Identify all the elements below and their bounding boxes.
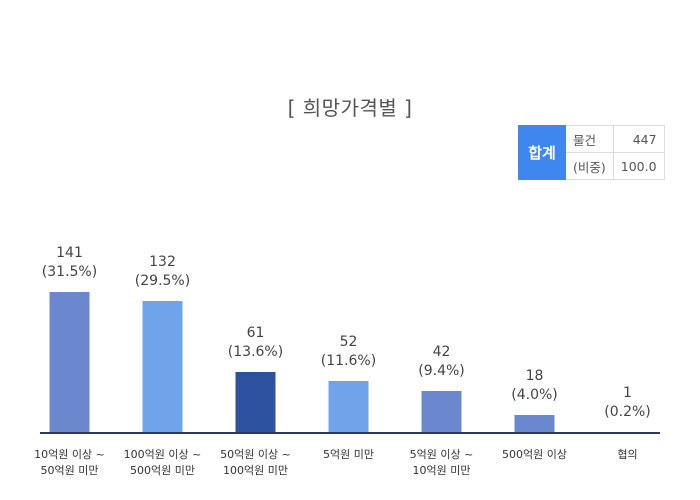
category-label: 10억원 이상 ~50억원 미만: [34, 448, 105, 477]
bar: [235, 372, 276, 433]
category-label: 협의: [617, 448, 637, 461]
bar-percent-label: (4.0%): [511, 387, 558, 403]
bar: [142, 301, 183, 433]
bar: [328, 381, 369, 433]
bar-value-label: 61: [247, 325, 265, 341]
bar-percent-label: (29.5%): [135, 273, 190, 289]
bar-percent-label: (13.6%): [228, 344, 283, 360]
bar-value-label: 1: [623, 385, 632, 401]
bar-value-label: 141: [56, 245, 83, 261]
bar: [49, 292, 90, 433]
chart-title: [ 희망가격별 ]: [287, 96, 413, 120]
category-label: 100억원 이상 ~500억원 미만: [124, 448, 202, 477]
category-label: 500억원 이상: [502, 448, 567, 461]
category-label: 5억원 이상 ~10억원 미만: [410, 448, 474, 477]
category-label: 5억원 미만: [323, 448, 374, 461]
bar-value-label: 42: [433, 344, 451, 360]
summary-table: 합계 물건 447 (비중) 100.0: [518, 125, 665, 180]
bar: [514, 415, 555, 433]
bar-percent-label: (31.5%): [42, 264, 97, 280]
bar-percent-label: (11.6%): [321, 353, 376, 369]
bar-value-label: 132: [149, 254, 176, 270]
bar-value-label: 52: [340, 334, 358, 350]
summary-ratio-value: 100.0: [612, 152, 665, 180]
bar-percent-label: (9.4%): [418, 363, 465, 379]
summary-total-label: 합계: [518, 125, 566, 180]
bar: [421, 391, 462, 433]
bar-value-label: 18: [526, 368, 544, 384]
category-label: 50억원 이상 ~100억원 미만: [220, 448, 291, 477]
bar-percent-label: (0.2%): [604, 404, 651, 420]
summary-count-value: 447: [612, 125, 665, 153]
